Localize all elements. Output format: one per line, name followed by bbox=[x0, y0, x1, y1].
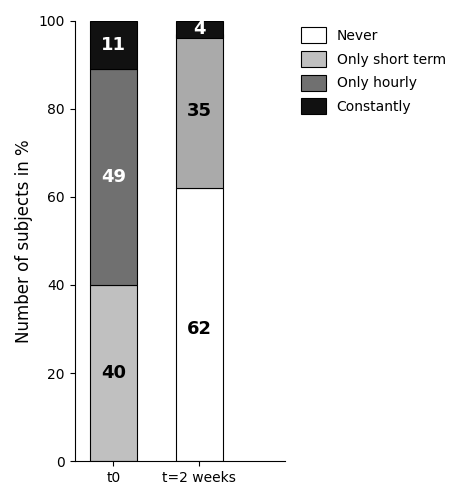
Bar bbox=[176, 188, 223, 462]
Text: 49: 49 bbox=[101, 168, 126, 186]
Text: 35: 35 bbox=[187, 102, 212, 120]
Bar bbox=[90, 69, 137, 285]
Text: 40: 40 bbox=[101, 364, 126, 382]
Bar bbox=[90, 285, 137, 462]
Text: 62: 62 bbox=[187, 320, 212, 338]
Text: 4: 4 bbox=[193, 20, 205, 38]
Bar bbox=[90, 20, 137, 69]
Y-axis label: Number of subjects in %: Number of subjects in % bbox=[15, 139, 33, 342]
Bar bbox=[176, 20, 223, 38]
Bar bbox=[176, 34, 223, 188]
Text: 11: 11 bbox=[101, 36, 126, 54]
Legend: Never, Only short term, Only hourly, Constantly: Never, Only short term, Only hourly, Con… bbox=[296, 23, 450, 118]
